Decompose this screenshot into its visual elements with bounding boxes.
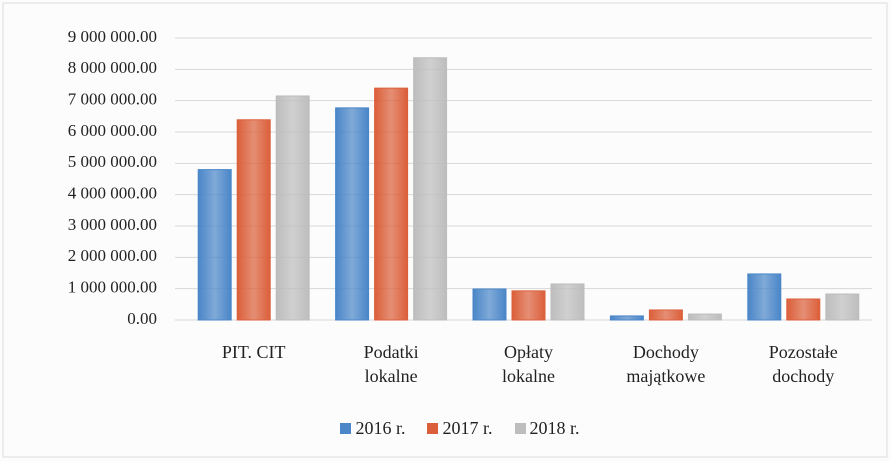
legend-item: 2017 r.	[427, 418, 493, 439]
y-tick-label: 2 000 000.00	[68, 246, 157, 265]
legend-swatch	[427, 423, 439, 434]
bar	[825, 293, 860, 321]
y-tick-label: 4 000 000.00	[68, 184, 157, 203]
x-tick-label: Podatki lokalne	[363, 342, 419, 386]
legend-item: 2018 r.	[514, 418, 580, 439]
bar	[275, 95, 310, 321]
bar	[550, 283, 585, 321]
legend-item: 2016 r.	[340, 418, 405, 439]
y-tick-label: 3 000 000.00	[68, 215, 157, 234]
legend-swatch	[514, 423, 526, 434]
bar	[374, 87, 409, 321]
bar	[786, 298, 821, 321]
bar	[335, 107, 370, 321]
bar	[472, 288, 507, 321]
bar	[236, 119, 271, 321]
bar	[609, 315, 644, 321]
x-tick-label: Opłaty lokalne	[502, 342, 555, 386]
bar	[687, 313, 722, 321]
y-tick-label: 9 000 000.00	[68, 27, 157, 46]
legend-label: 2017 r.	[442, 418, 493, 438]
legend-label: 2018 r.	[529, 418, 580, 438]
bar	[511, 290, 546, 321]
bar	[197, 169, 232, 321]
y-tick-label: 7 000 000.00	[68, 90, 157, 109]
y-tick-label: 5 000 000.00	[68, 152, 157, 171]
bar	[648, 309, 683, 321]
legend: 2016 r. 2017 r. 2018 r.	[0, 418, 891, 439]
x-tick-label: Dochody majątkowe	[626, 342, 706, 386]
x-tick-label: PIT. CIT	[221, 342, 286, 362]
legend-swatch	[340, 423, 352, 434]
x-tick-label: Pozostałe dochody	[768, 342, 838, 386]
y-tick-label: 0.00	[127, 309, 157, 328]
legend-label: 2016 r.	[355, 418, 406, 438]
y-tick-label: 8 000 000.00	[68, 58, 157, 77]
bar	[747, 273, 782, 321]
y-tick-label: 6 000 000.00	[68, 121, 157, 140]
bar	[413, 57, 448, 321]
y-tick-label: 1 000 000.00	[68, 278, 157, 297]
